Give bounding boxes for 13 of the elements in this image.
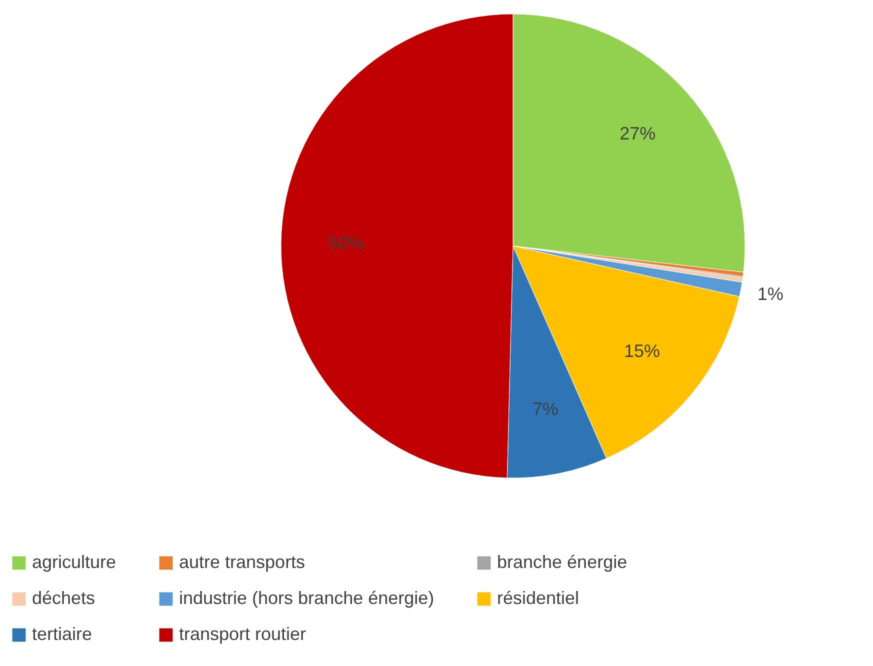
data-label: 15% — [624, 341, 660, 362]
legend-label: transport routier — [179, 624, 306, 644]
legend-label: tertiaire — [32, 624, 92, 644]
data-label: 50% — [328, 232, 364, 253]
data-label: 1% — [757, 284, 784, 304]
legend-label: résidentiel — [497, 588, 580, 608]
legend-label: déchets — [32, 588, 96, 608]
legend-label: industrie (hors branche énergie) — [179, 588, 434, 608]
data-label: 27% — [620, 124, 656, 144]
legend-label: agriculture — [32, 552, 116, 572]
legend-label: autre transports — [179, 552, 306, 572]
legend-label: branche énergie — [497, 552, 628, 572]
data-label: 7% — [532, 398, 558, 419]
